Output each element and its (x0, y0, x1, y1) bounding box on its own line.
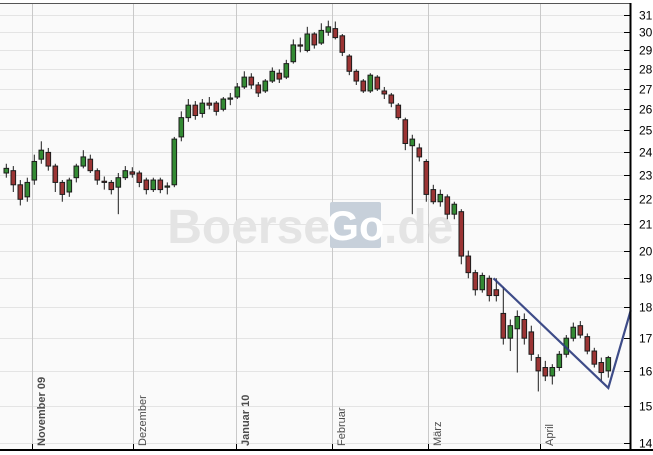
x-month-label: Dezember (137, 395, 149, 446)
y-tick-label: 24 (639, 146, 653, 160)
y-tick-label: 14 (639, 437, 653, 451)
watermark-text-de: .de (384, 201, 453, 254)
watermark-text-go: Go (326, 202, 384, 249)
y-tick-label: 26 (639, 103, 653, 117)
watermark-text-boerse: Boerse (167, 201, 330, 254)
y-tick-label: 23 (639, 169, 653, 183)
y-tick-label: 28 (639, 63, 653, 77)
candles-group (3, 20, 612, 392)
x-month-label: Februar (336, 407, 348, 446)
y-tick-label: 22 (639, 193, 653, 207)
y-tick-label: 18 (639, 301, 653, 315)
x-month-label: November 09 (36, 377, 48, 446)
x-month-label: März (432, 422, 444, 446)
y-tick-label: 16 (639, 365, 653, 379)
x-month-label: Januar 10 (240, 395, 252, 446)
y-tick-label: 27 (639, 83, 653, 97)
y-tick-label: 19 (639, 272, 653, 286)
y-tick-label: 20 (639, 245, 653, 259)
x-month-label: April (544, 424, 556, 446)
watermark: Boerse Go .de (167, 201, 453, 254)
plot-background (0, 3, 630, 449)
y-tick-label: 31 (639, 9, 653, 23)
trendline-group (492, 277, 632, 391)
y-tick-label: 29 (639, 44, 653, 58)
axes-group: 31 30 29 28 27 26 25 24 23 22 21 20 19 18 17 16 15 14 Nove… (0, 3, 653, 451)
watermark-go-box (330, 202, 381, 248)
y-tick-label: 21 (639, 218, 653, 232)
y-tick-label: 15 (639, 400, 653, 414)
y-tick-label: 25 (639, 124, 653, 138)
y-tick-label: 17 (639, 332, 653, 346)
y-tick-label: 30 (639, 26, 653, 40)
